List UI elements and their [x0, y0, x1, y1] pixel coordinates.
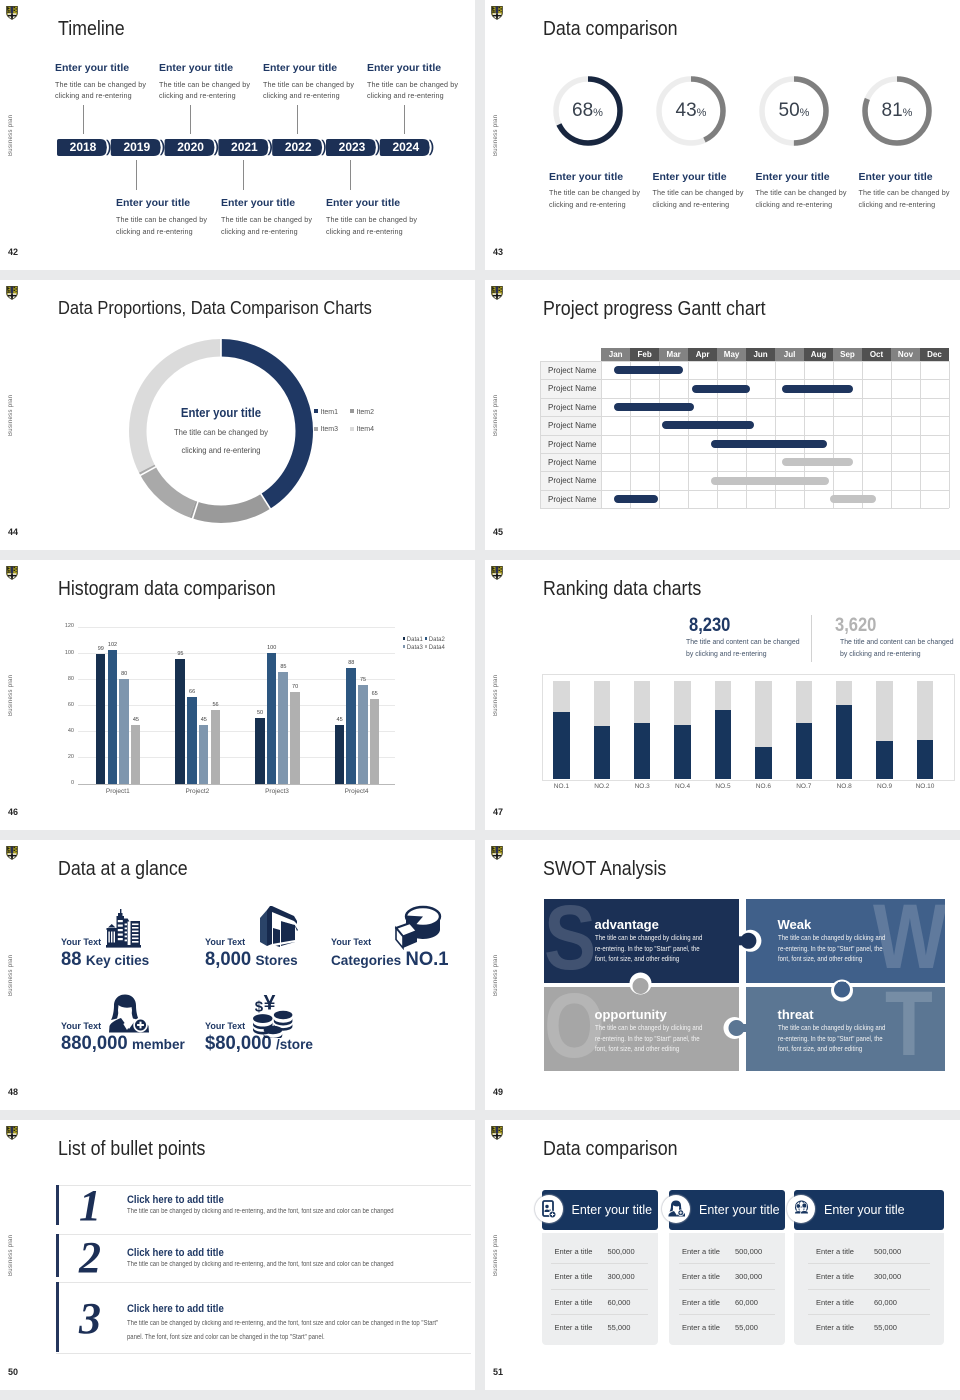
svg-text:¥: ¥ [264, 992, 276, 1015]
svg-text:$: $ [255, 998, 264, 1015]
